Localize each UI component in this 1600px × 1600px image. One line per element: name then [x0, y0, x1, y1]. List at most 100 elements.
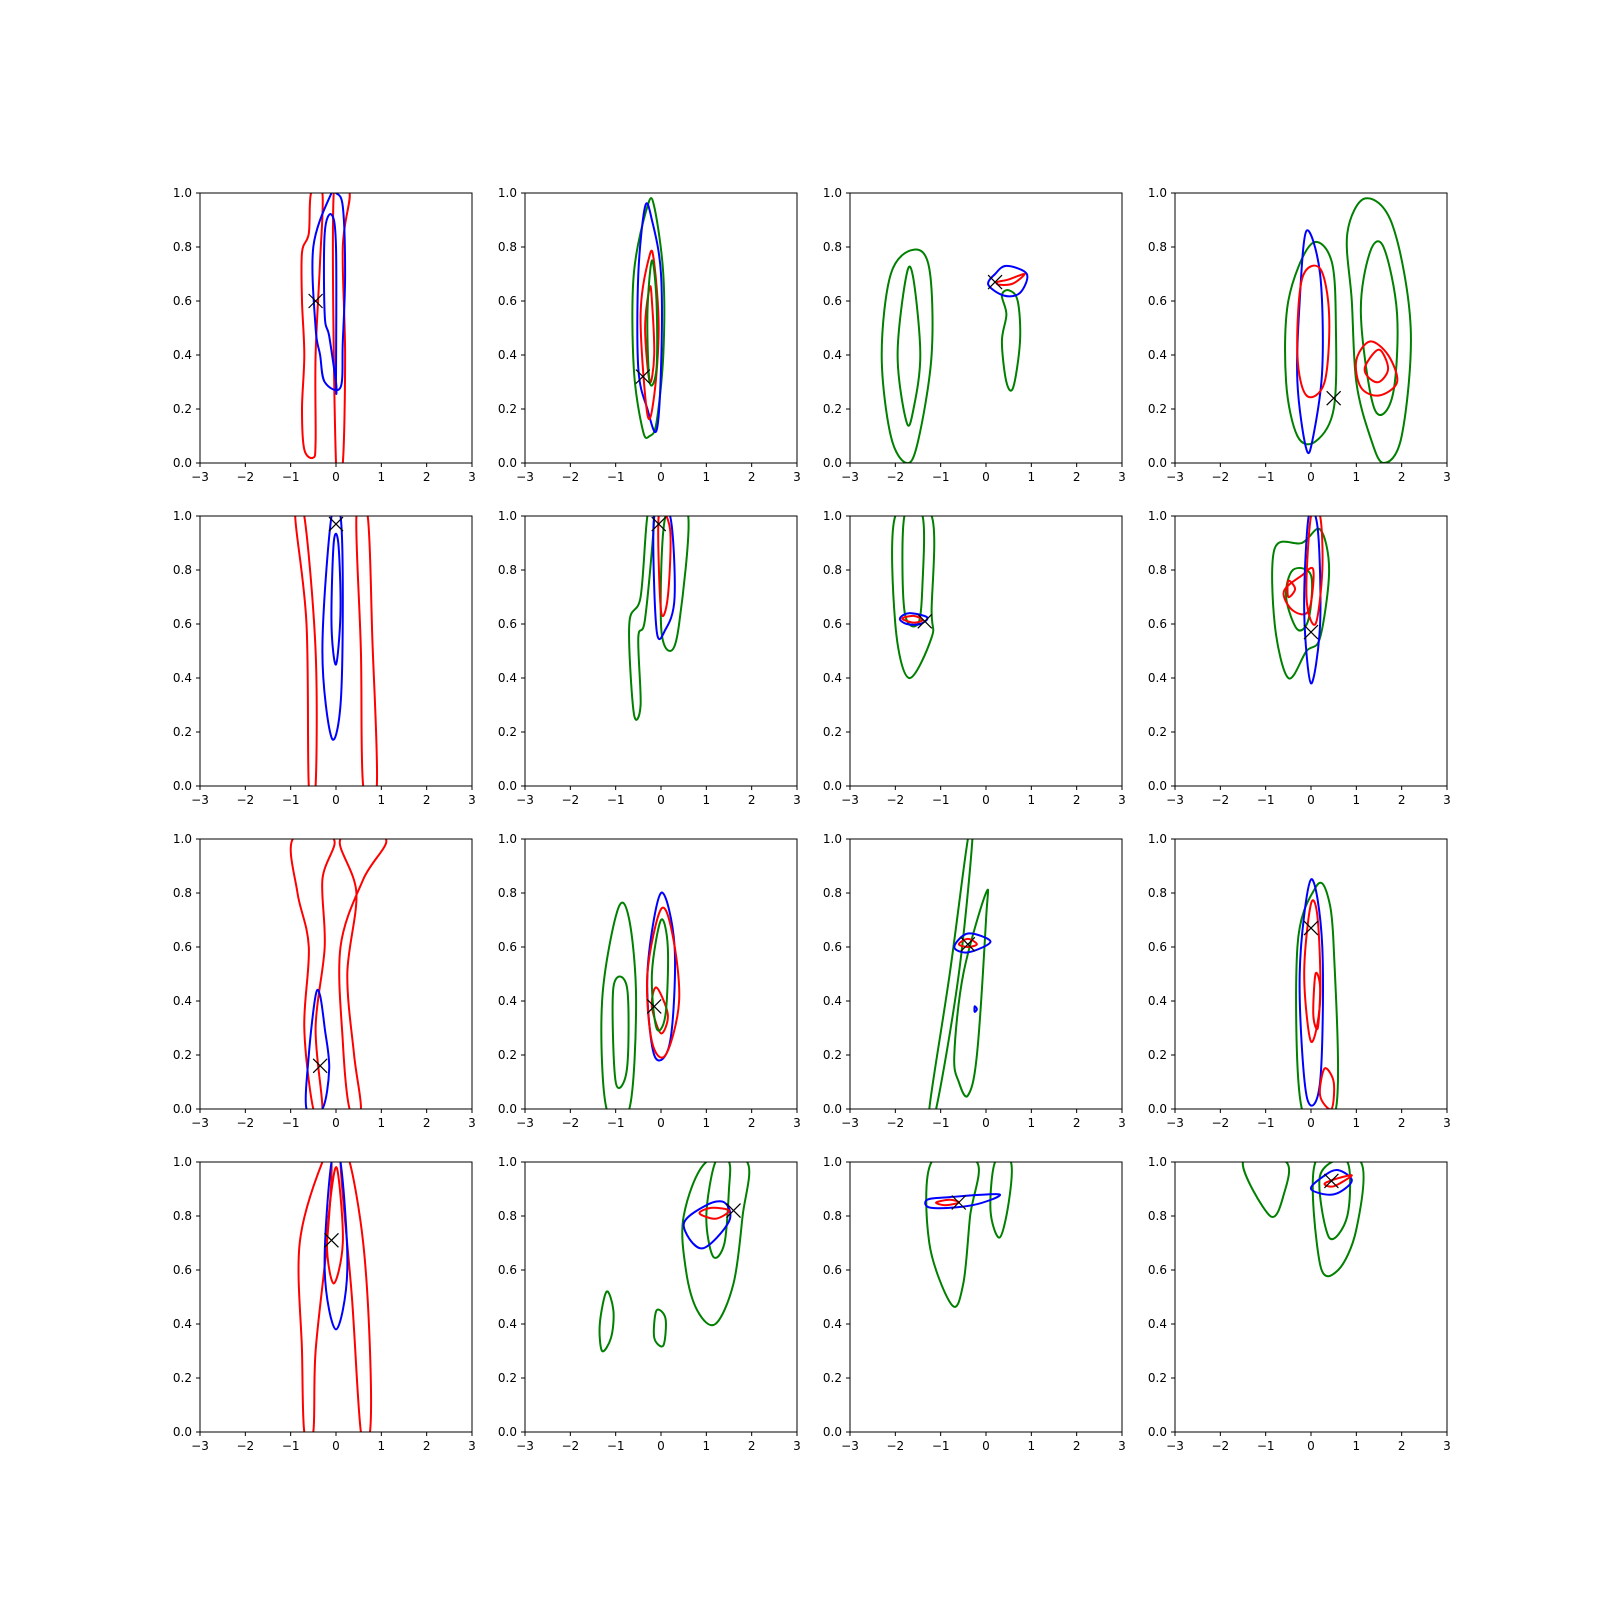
y-tick-label: 0.2 [498, 1371, 517, 1385]
green-contour-line [880, 248, 934, 463]
plot-area [631, 197, 666, 440]
x-tick-label: −1 [932, 793, 950, 807]
y-tick-label: 0.6 [498, 617, 517, 631]
y-tick-label: 0.8 [498, 563, 517, 577]
plot-area [1284, 197, 1412, 463]
x-marker [328, 516, 344, 532]
x-tick-label: −3 [191, 1116, 209, 1130]
subplot-r4-c4: −3 −2 −1 0 1 2 3 0.0 0.2 0.4 0.6 0.8 1.0 [1148, 1155, 1451, 1453]
green-contour-line [989, 1162, 1013, 1239]
green-contour-line [1311, 1162, 1365, 1278]
plot-area [598, 1162, 751, 1353]
x-tick-label: −3 [516, 793, 534, 807]
y-tick-label: 0.6 [173, 617, 192, 631]
red-contour-line [1363, 348, 1390, 384]
subplot-r1-c2: −3 −2 −1 0 1 2 3 0.0 0.2 0.4 0.6 0.8 1.0 [498, 186, 801, 484]
green-contour-line [646, 259, 659, 387]
x-tick-label: 3 [1443, 470, 1451, 484]
x-tick-label: −1 [1257, 1116, 1275, 1130]
x-tick-label: 0 [982, 793, 990, 807]
x-tick-label: 2 [748, 1116, 756, 1130]
y-tick-label: 1.0 [498, 186, 517, 200]
green-contour-line [1241, 1162, 1291, 1218]
y-tick-label: 0.4 [823, 348, 842, 362]
red-contour-line [1312, 971, 1322, 1031]
x-tick-label: −3 [1166, 1116, 1184, 1130]
x-marker [1326, 390, 1342, 406]
subplot-r2-c3: −3 −2 −1 0 1 2 3 0.0 0.2 0.4 0.6 0.8 1.0 [823, 509, 1126, 807]
x-tick-label: −1 [282, 470, 300, 484]
x-tick-label: −2 [561, 1439, 579, 1453]
blue-contour-line [953, 932, 992, 954]
x-tick-label: 3 [468, 1116, 476, 1130]
y-tick-label: 0.4 [173, 994, 192, 1008]
green-contour-line [896, 265, 922, 427]
y-tick-label: 0.2 [498, 725, 517, 739]
x-tick-label: −2 [1211, 793, 1229, 807]
y-tick-label: 0.0 [173, 1102, 192, 1116]
y-tick-label: 0.2 [823, 402, 842, 416]
blue-contour-line [323, 1162, 349, 1331]
y-tick-label: 0.0 [173, 456, 192, 470]
y-tick-label: 0.6 [498, 940, 517, 954]
x-marker [324, 1232, 339, 1248]
red-contour-line [331, 193, 351, 463]
x-tick-label: −3 [1166, 793, 1184, 807]
blue-contour-line [311, 193, 347, 392]
y-tick-label: 0.0 [498, 779, 517, 793]
y-tick-label: 0.6 [1148, 940, 1167, 954]
green-contour-line [598, 1290, 615, 1353]
red-contour-line [995, 272, 1026, 286]
x-tick-label: 3 [468, 793, 476, 807]
blue-contour-line [652, 516, 676, 641]
y-tick-label: 1.0 [1148, 186, 1167, 200]
x-tick-label: 2 [1073, 470, 1081, 484]
green-contour-line [1318, 1162, 1352, 1241]
subplot-r4-c3: −3 −2 −1 0 1 2 3 0.0 0.2 0.4 0.6 0.8 1.0 [823, 1155, 1126, 1453]
x-tick-label: 3 [1443, 793, 1451, 807]
subplot-r3-c4: −3 −2 −1 0 1 2 3 0.0 0.2 0.4 0.6 0.8 1.0 [1148, 832, 1451, 1130]
x-tick-label: −2 [561, 470, 579, 484]
green-contour-line [659, 516, 690, 652]
x-tick-label: 2 [748, 1439, 756, 1453]
green-contour-line [1000, 289, 1022, 392]
plot-area [880, 248, 1029, 463]
y-tick-label: 0.0 [1148, 456, 1167, 470]
y-tick-label: 0.8 [173, 1209, 192, 1223]
y-tick-label: 1.0 [1148, 1155, 1167, 1169]
subplot-r2-c4: −3 −2 −1 0 1 2 3 0.0 0.2 0.4 0.6 0.8 1.0 [1148, 509, 1451, 807]
y-tick-label: 0.2 [823, 725, 842, 739]
x-tick-label: 1 [378, 793, 386, 807]
x-tick-label: −2 [1211, 470, 1229, 484]
red-contour-line [1323, 1174, 1353, 1188]
red-contour-line [639, 249, 660, 421]
x-tick-label: −3 [191, 793, 209, 807]
y-tick-label: 0.8 [173, 240, 192, 254]
subplot-r2-c2: −3 −2 −1 0 1 2 3 0.0 0.2 0.4 0.6 0.8 1.0 [498, 509, 801, 807]
x-tick-label: 0 [1307, 793, 1315, 807]
red-contour-line [1282, 566, 1315, 616]
y-tick-label: 0.2 [173, 402, 192, 416]
y-tick-label: 0.0 [823, 1102, 842, 1116]
x-tick-label: −2 [236, 1116, 254, 1130]
x-tick-label: −3 [841, 470, 859, 484]
y-tick-label: 0.4 [498, 671, 517, 685]
y-tick-label: 1.0 [173, 1155, 192, 1169]
y-tick-label: 0.4 [173, 348, 192, 362]
plot-area [628, 516, 690, 721]
x-tick-label: 0 [332, 1116, 340, 1130]
subplot-r4-c2: −3 −2 −1 0 1 2 3 0.0 0.2 0.4 0.6 0.8 1.0 [498, 1155, 801, 1453]
x-tick-label: −2 [1211, 1116, 1229, 1130]
y-tick-label: 0.4 [1148, 1317, 1167, 1331]
y-tick-label: 0.6 [823, 294, 842, 308]
y-tick-label: 0.0 [823, 456, 842, 470]
y-tick-label: 1.0 [823, 186, 842, 200]
x-tick-label: 0 [1307, 1439, 1315, 1453]
x-tick-label: −1 [282, 1116, 300, 1130]
red-contour-line [1305, 516, 1324, 626]
blue-contour-line [330, 532, 342, 666]
x-tick-label: 2 [1398, 1439, 1406, 1453]
green-contour-line [652, 1308, 667, 1348]
y-tick-label: 0.0 [173, 1425, 192, 1439]
y-tick-label: 0.2 [1148, 402, 1167, 416]
